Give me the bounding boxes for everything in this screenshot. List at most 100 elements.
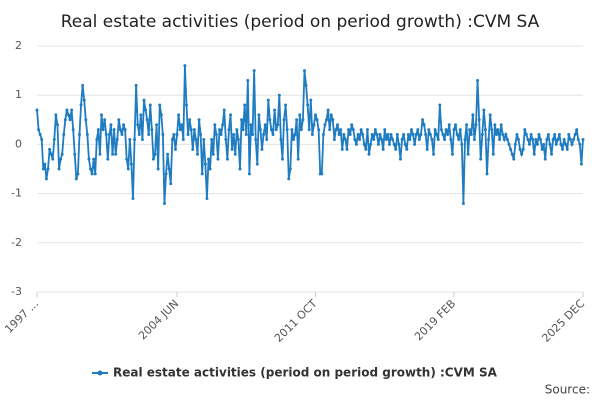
point	[490, 128, 494, 132]
point	[409, 128, 413, 132]
point	[79, 103, 83, 107]
point	[372, 137, 376, 141]
point	[166, 152, 170, 156]
point	[424, 133, 428, 137]
point	[263, 123, 267, 127]
point	[71, 128, 75, 132]
point	[66, 113, 70, 117]
legend-label: Real estate activities (period on period…	[113, 366, 498, 380]
point	[312, 123, 316, 127]
point	[103, 118, 107, 122]
point	[430, 137, 434, 141]
point	[546, 133, 550, 137]
point	[543, 157, 547, 161]
point	[100, 113, 104, 117]
point	[177, 113, 181, 117]
point	[41, 167, 45, 171]
point	[502, 137, 506, 141]
point	[348, 133, 352, 137]
point	[350, 123, 354, 127]
point	[273, 108, 277, 112]
point	[142, 98, 146, 102]
point	[551, 137, 555, 141]
point	[572, 137, 576, 141]
point	[73, 152, 77, 156]
point	[515, 133, 519, 137]
point	[153, 152, 157, 156]
point	[369, 142, 373, 146]
point	[246, 78, 250, 82]
point	[241, 128, 245, 132]
point	[172, 133, 176, 137]
point	[118, 128, 122, 132]
point	[476, 78, 480, 82]
point	[545, 137, 549, 141]
point	[315, 118, 319, 122]
point	[95, 137, 99, 141]
point	[186, 133, 190, 137]
point	[120, 133, 124, 137]
point	[181, 137, 185, 141]
point	[553, 133, 557, 137]
point	[68, 118, 72, 122]
point	[257, 113, 261, 117]
point	[403, 142, 407, 146]
point	[288, 167, 292, 171]
point	[49, 152, 53, 156]
point	[159, 113, 163, 117]
point	[488, 113, 492, 117]
point	[554, 142, 558, 146]
point	[62, 133, 66, 137]
point	[394, 147, 398, 151]
point	[392, 142, 396, 146]
point	[567, 133, 571, 137]
point	[180, 123, 184, 127]
point	[296, 157, 300, 161]
point	[386, 133, 390, 137]
point	[398, 157, 402, 161]
point	[474, 123, 478, 127]
x-tick-label: 2004 JUN	[136, 297, 181, 342]
point	[255, 162, 259, 166]
point	[240, 118, 244, 122]
source: Source:	[545, 383, 590, 397]
point	[123, 128, 127, 132]
point	[499, 123, 503, 127]
point	[227, 128, 231, 132]
point	[262, 133, 266, 137]
point	[60, 152, 64, 156]
point	[460, 142, 464, 146]
point	[452, 128, 456, 132]
point	[389, 133, 393, 137]
point	[482, 108, 486, 112]
point	[129, 162, 133, 166]
point	[378, 133, 382, 137]
point	[189, 128, 193, 132]
point	[472, 137, 476, 141]
point	[425, 147, 429, 151]
point	[444, 128, 448, 132]
point	[134, 83, 138, 87]
point	[463, 137, 467, 141]
point	[222, 108, 226, 112]
point	[249, 123, 253, 127]
point	[40, 137, 44, 141]
point	[178, 128, 182, 132]
point	[243, 103, 247, 107]
point	[332, 137, 336, 141]
point	[310, 133, 314, 137]
point	[428, 133, 432, 137]
point	[114, 152, 118, 156]
point	[229, 113, 233, 117]
point	[202, 137, 206, 141]
point	[326, 108, 330, 112]
point	[128, 137, 132, 141]
point	[218, 128, 222, 132]
point	[433, 128, 437, 132]
point	[576, 137, 580, 141]
point	[104, 133, 108, 137]
point	[450, 152, 454, 156]
point	[376, 142, 380, 146]
point	[147, 133, 151, 137]
point	[46, 167, 50, 171]
